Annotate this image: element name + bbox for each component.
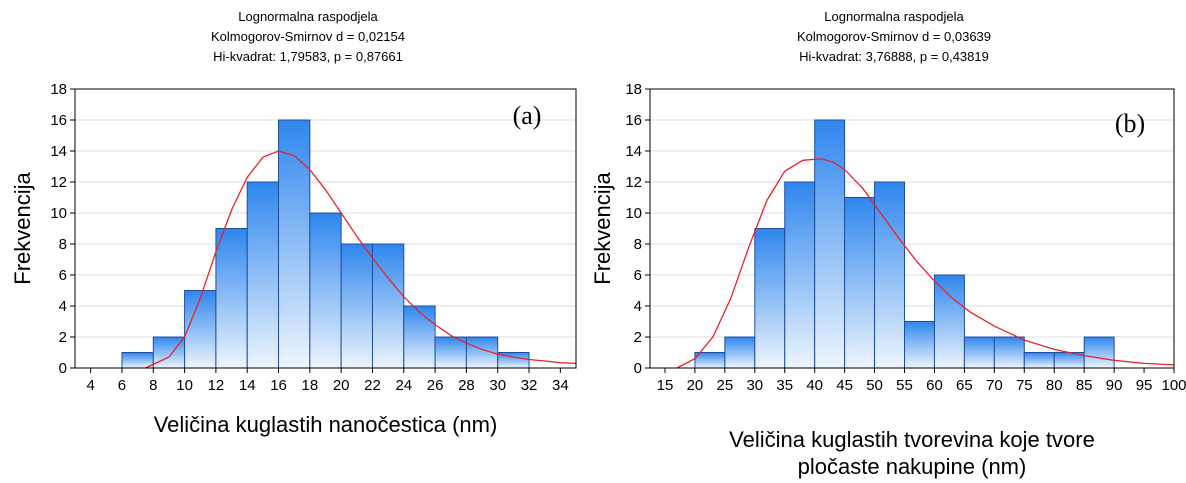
chart-a-ytick-label-0: 0 — [59, 360, 67, 377]
chart-b-title-line-0: Lognormalna raspodjela — [824, 9, 964, 24]
chart-b-bar-10 — [993, 336, 1025, 369]
chart-a-bar-6 — [309, 212, 342, 369]
chart-b-bar-7 — [904, 321, 935, 369]
chart-b-bar-1 — [724, 336, 756, 369]
chart-a-xlabel-line-0: Veličina kuglastih nanočestica (nm) — [154, 412, 498, 437]
chart-b-ytick-label-4: 8 — [634, 236, 642, 253]
chart-b-xtick-label-0: 15 — [657, 377, 674, 394]
chart-b-title-line-1: Kolmogorov-Smirnov d = 0,03639 — [797, 29, 991, 44]
chart-b-ytick-label-8: 16 — [625, 112, 642, 129]
chart-b-xlabel-line-1: pločaste nakupine (nm) — [798, 454, 1027, 479]
chart-a-bar-9 — [403, 305, 436, 369]
chart-a-ytick-label-3: 6 — [59, 267, 67, 284]
chart-a-ylabel: Frekvencija — [10, 171, 35, 284]
chart-b-panel-label: (b) — [1115, 109, 1145, 138]
chart-b-xtick-label-17: 100 — [1161, 377, 1186, 394]
chart-b-ytick-label-5: 10 — [625, 205, 642, 222]
chart-b-ytick-label-0: 0 — [634, 360, 642, 377]
chart-a-bar-1 — [152, 336, 186, 369]
chart-b-fit-curve — [676, 158, 1175, 369]
chart-b-bar-11 — [1023, 352, 1055, 369]
chart-a-xtick-label-9: 22 — [364, 377, 381, 394]
chart-a-bar-5 — [278, 119, 311, 369]
chart-b-xtick-label-16: 95 — [1136, 377, 1153, 394]
chart-a-xtick-label-14: 32 — [521, 377, 538, 394]
chart-a-svg: Lognormalna raspodjela Kolmogorov-Smirnov… — [10, 9, 577, 437]
chart-a-ytick-label-6: 12 — [50, 174, 67, 191]
chart-a-xtick-label-12: 28 — [458, 377, 475, 394]
chart-a-plot-frame — [74, 88, 577, 369]
chart-a-fit-curve — [145, 150, 577, 369]
chart-b-ytick-label-3: 6 — [634, 267, 642, 284]
chart-b-ytick-label-9: 18 — [625, 81, 642, 98]
chart-a-panel-label: (a) — [513, 101, 542, 130]
chart-a-ytick-label-8: 16 — [50, 112, 67, 129]
chart-b-bar-8 — [933, 274, 965, 369]
chart-a-ytick-label-7: 14 — [50, 143, 67, 160]
chart-b-xtick-label-10: 65 — [956, 377, 973, 394]
chart-a-ytick-label-5: 10 — [50, 205, 67, 222]
chart-b-xtick-label-12: 75 — [1016, 377, 1033, 394]
chart-b-xlabel-line-0: Veličina kuglastih tvorevina koje tvore — [729, 427, 1095, 452]
chart-b-xtick-label-14: 85 — [1076, 377, 1093, 394]
chart-panel-a: Lognormalna raspodjela Kolmogorov-Smirnov… — [0, 0, 590, 483]
chart-a-ytick-label-2: 4 — [59, 298, 67, 315]
chart-a-bar-10 — [434, 336, 467, 369]
chart-a-xtick-label-0: 4 — [86, 377, 94, 394]
chart-a-bar-4 — [246, 181, 280, 369]
chart-b-xtick-label-9: 60 — [926, 377, 943, 394]
chart-b-xtick-label-1: 20 — [687, 377, 704, 394]
chart-b-bar-4 — [814, 119, 846, 369]
chart-b-xtick-label-13: 80 — [1046, 377, 1063, 394]
chart-b-plot-frame — [649, 88, 1175, 369]
chart-b-bar-5 — [844, 197, 876, 369]
chart-b-bar-13 — [1083, 336, 1115, 369]
chart-b-bar-2 — [754, 228, 786, 369]
chart-a-xtick-label-15: 34 — [552, 377, 569, 394]
chart-a-title-line-0: Lognormalna raspodjela — [238, 9, 378, 24]
chart-b-ytick-label-6: 12 — [625, 174, 642, 191]
chart-b-bar-6 — [874, 181, 906, 369]
chart-a-bar-7 — [340, 243, 373, 369]
chart-a-xtick-label-6: 16 — [270, 377, 287, 394]
chart-a-xtick-label-10: 24 — [395, 377, 412, 394]
chart-b-title-line-2: Hi-kvadrat: 3,76888, p = 0,43819 — [799, 49, 989, 64]
chart-a-xtick-label-1: 6 — [118, 377, 126, 394]
chart-a-bar-3 — [215, 228, 248, 369]
chart-b-ytick-label-7: 14 — [625, 143, 642, 160]
chart-b-xtick-label-6: 45 — [836, 377, 853, 394]
chart-a-xtick-label-3: 10 — [176, 377, 193, 394]
chart-b-xtick-label-4: 35 — [776, 377, 793, 394]
chart-a-ytick-label-1: 2 — [59, 329, 67, 346]
chart-a-bar-8 — [371, 243, 405, 369]
chart-b-xtick-label-8: 55 — [896, 377, 913, 394]
chart-b-ytick-label-1: 2 — [634, 329, 642, 346]
chart-a-bar-0 — [121, 352, 154, 369]
chart-b-svg: Lognormalna raspodjela Kolmogorov-Smirnov… — [592, 9, 1186, 479]
chart-a-title-line-1: Kolmogorov-Smirnov d = 0,02154 — [211, 29, 405, 44]
chart-b-bar-3 — [784, 181, 816, 369]
chart-a-bar-2 — [184, 290, 217, 369]
chart-b-bar-9 — [963, 336, 995, 369]
chart-a-xtick-label-7: 18 — [302, 377, 319, 394]
chart-b-xtick-label-3: 30 — [746, 377, 763, 394]
chart-a-xtick-label-11: 26 — [427, 377, 444, 394]
chart-b-bar-0 — [694, 352, 726, 369]
chart-a-xtick-label-2: 8 — [149, 377, 157, 394]
chart-b-xtick-label-15: 90 — [1106, 377, 1123, 394]
chart-b-ylabel: Frekvencija — [592, 171, 615, 284]
chart-b-xtick-label-2: 25 — [717, 377, 734, 394]
chart-panel-b: Lognormalna raspodjela Kolmogorov-Smirnov… — [592, 0, 1186, 483]
chart-b-xtick-label-11: 70 — [986, 377, 1003, 394]
chart-a-xtick-label-4: 12 — [208, 377, 225, 394]
chart-b-ytick-label-2: 4 — [634, 298, 642, 315]
chart-a-xtick-label-13: 30 — [489, 377, 506, 394]
chart-b-xtick-label-7: 50 — [866, 377, 883, 394]
chart-a-title-line-2: Hi-kvadrat: 1,79583, p = 0,87661 — [213, 49, 403, 64]
chart-a-xtick-label-8: 20 — [333, 377, 350, 394]
chart-a-ytick-label-9: 18 — [50, 81, 67, 98]
chart-a-ytick-label-4: 8 — [59, 236, 67, 253]
chart-b-xtick-label-5: 40 — [806, 377, 823, 394]
chart-a-xtick-label-5: 14 — [239, 377, 256, 394]
